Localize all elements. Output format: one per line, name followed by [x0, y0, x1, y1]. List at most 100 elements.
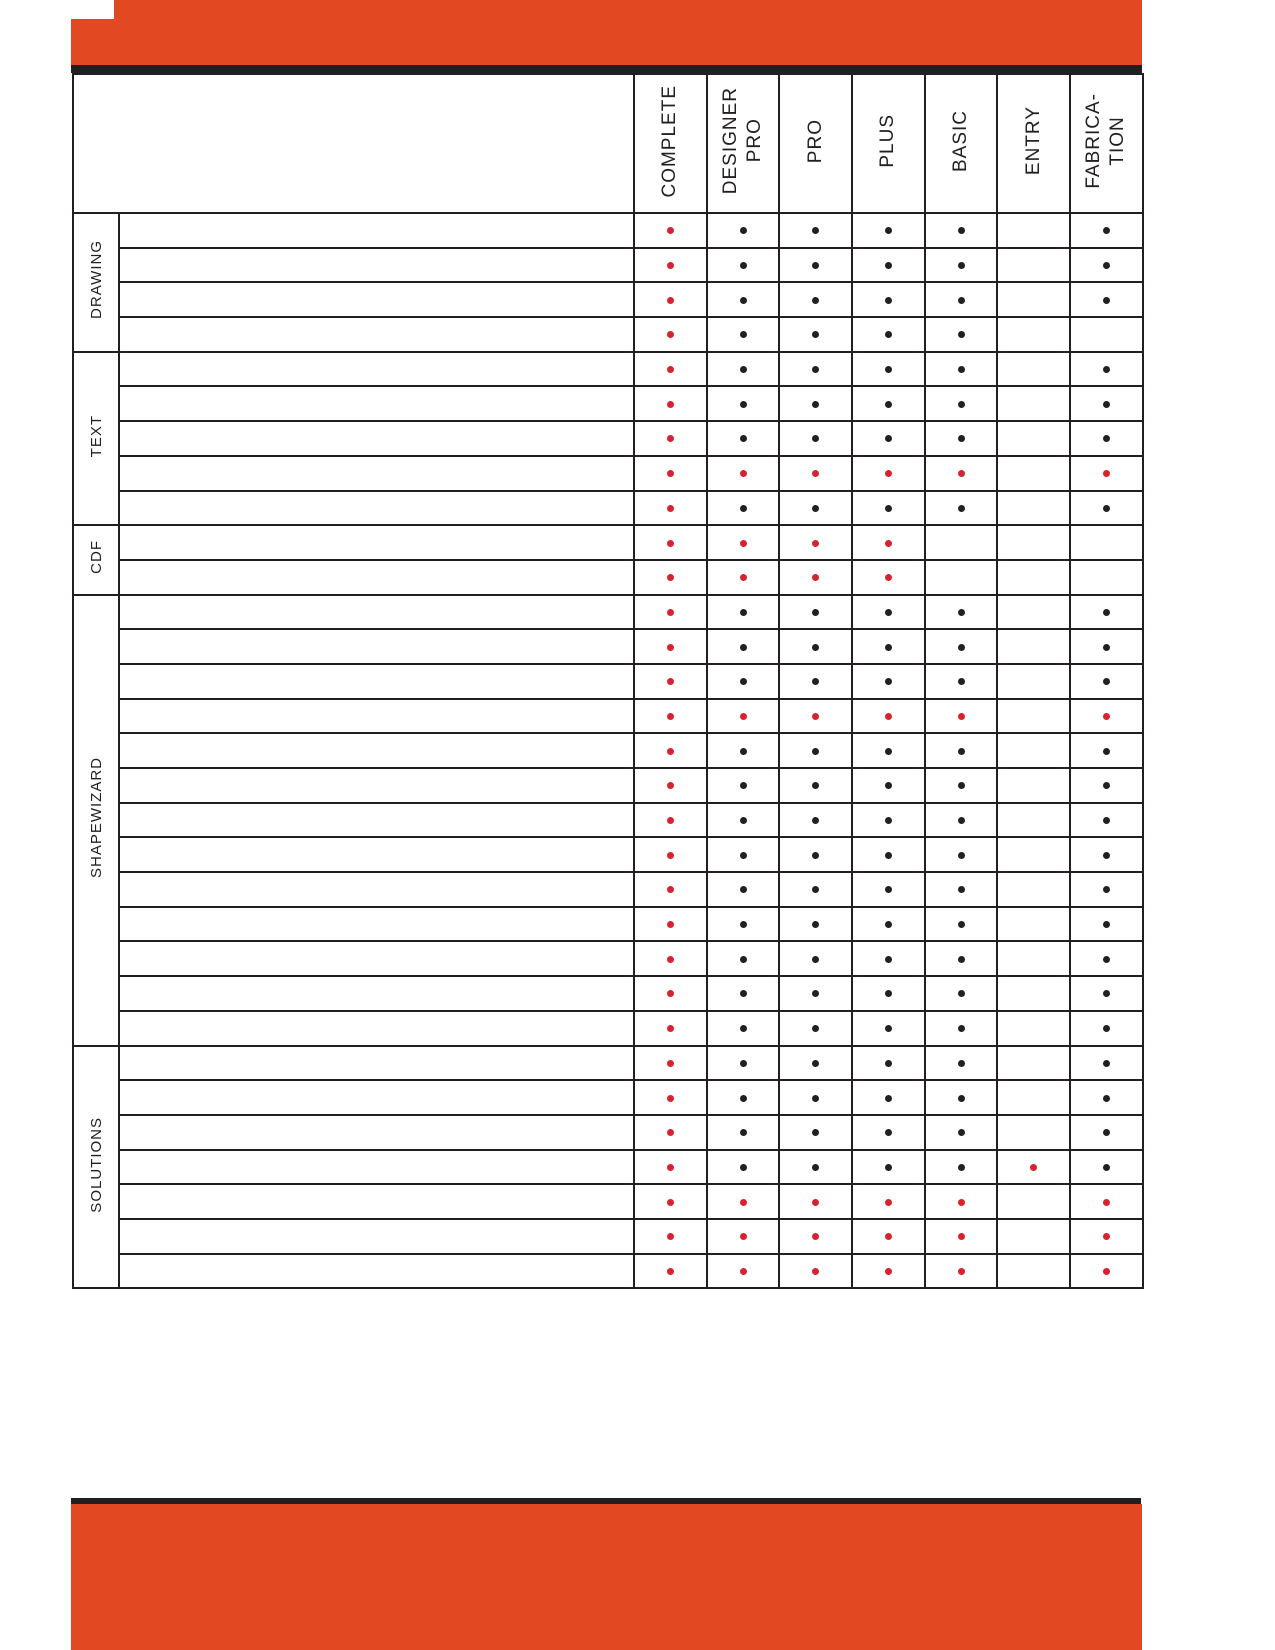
availability-cell [923, 454, 999, 492]
table-row [73, 558, 1144, 596]
black-dot-icon [812, 1025, 820, 1033]
black-dot-icon [957, 817, 965, 825]
availability-cell [705, 1148, 781, 1186]
black-dot-icon [1102, 990, 1110, 998]
black-dot-icon [957, 678, 965, 686]
availability-cell [633, 1113, 708, 1151]
black-dot-icon [957, 990, 965, 998]
availability-cell [923, 212, 999, 249]
red-dot-icon [666, 1198, 674, 1206]
black-dot-icon [1102, 1163, 1110, 1171]
black-dot-icon [812, 851, 820, 859]
black-dot-icon [957, 366, 965, 374]
availability-cell [1069, 801, 1144, 839]
availability-cell [778, 940, 854, 978]
black-dot-icon [957, 400, 965, 408]
availability-cell [851, 281, 926, 319]
availability-cell [778, 628, 854, 665]
red-dot-icon [739, 1267, 747, 1275]
black-dot-icon [739, 227, 747, 235]
availability-cell [851, 662, 926, 700]
red-dot-icon [666, 262, 674, 270]
black-dot-icon [739, 1059, 747, 1067]
black-dot-icon [884, 435, 892, 443]
top-banner [114, 0, 1142, 66]
red-dot-icon [666, 504, 674, 512]
black-dot-icon [812, 747, 820, 755]
red-dot-icon [957, 470, 965, 478]
black-dot-icon [884, 400, 892, 408]
black-dot-icon [1102, 678, 1110, 686]
availability-cell [851, 1217, 926, 1255]
black-dot-icon [739, 608, 747, 616]
availability-cell [778, 767, 854, 804]
availability-cell [1069, 420, 1144, 457]
red-dot-icon [812, 1267, 820, 1275]
feature-name-cell [118, 593, 635, 631]
availability-cell [778, 558, 854, 596]
availability-cell [923, 732, 999, 769]
table-row: DRAWING [72, 212, 1144, 353]
availability-cell [851, 975, 926, 1012]
black-dot-icon [957, 504, 965, 512]
black-dot-icon [1102, 817, 1110, 825]
black-dot-icon [1102, 296, 1110, 304]
red-dot-icon [666, 712, 674, 720]
availability-cell [705, 1044, 781, 1082]
black-dot-icon [812, 1163, 820, 1171]
feature-name-cell [118, 801, 635, 839]
black-dot-icon [812, 504, 820, 512]
column-label: PRO [804, 118, 826, 164]
red-dot-icon [666, 227, 674, 235]
table-row [73, 767, 1144, 804]
availability-cell [633, 593, 708, 631]
availability-cell [778, 420, 854, 457]
availability-cell [633, 732, 708, 769]
availability-cell [996, 628, 1072, 665]
black-dot-icon [957, 1129, 965, 1137]
black-dot-icon [1102, 747, 1110, 755]
availability-cell [705, 871, 781, 908]
availability-cell [851, 385, 926, 423]
availability-cell [851, 871, 926, 908]
availability-cell [705, 454, 781, 492]
availability-cell [1069, 1252, 1144, 1290]
black-dot-icon [884, 782, 892, 790]
availability-cell [705, 281, 781, 319]
feature-name-cell [118, 732, 635, 769]
feature-name-cell [118, 836, 635, 874]
red-dot-icon [884, 1267, 892, 1275]
black-dot-icon [957, 886, 965, 894]
availability-cell [1069, 836, 1144, 874]
feature-name-cell [118, 1183, 635, 1220]
availability-cell [1069, 1183, 1144, 1220]
red-dot-icon [666, 921, 674, 929]
black-dot-icon [812, 643, 820, 651]
red-dot-icon [666, 435, 674, 443]
availability-cell [705, 905, 781, 943]
black-dot-icon [812, 955, 820, 963]
red-dot-icon [666, 1094, 674, 1102]
availability-cell [778, 871, 854, 908]
red-dot-icon [666, 1267, 674, 1275]
red-dot-icon [884, 470, 892, 478]
availability-cell [705, 767, 781, 804]
availability-cell [1069, 524, 1144, 561]
availability-cell [923, 767, 999, 804]
availability-cell [705, 558, 781, 596]
black-dot-icon [812, 331, 820, 339]
black-dot-icon [1102, 782, 1110, 790]
table-row: SHAPEWIZARD [72, 593, 1144, 1047]
table-row [73, 1252, 1144, 1290]
availability-cell [705, 316, 781, 353]
availability-cell [1069, 628, 1144, 665]
availability-cell [705, 1079, 781, 1116]
availability-cell [923, 905, 999, 943]
group-label: SOLUTIONS [87, 1116, 105, 1213]
red-dot-icon [666, 574, 674, 582]
table-row [73, 732, 1144, 769]
availability-cell [1069, 1113, 1144, 1151]
availability-cell [923, 1079, 999, 1116]
column-header: PRO [778, 73, 854, 214]
availability-cell [633, 1044, 708, 1082]
